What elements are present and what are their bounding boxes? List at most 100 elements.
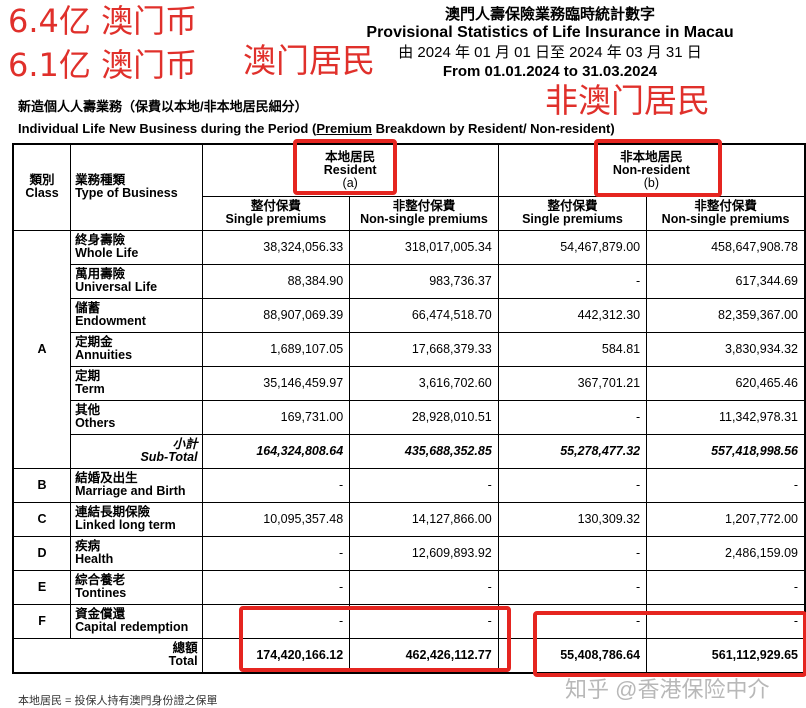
type-cell: 儲蓄 Endowment — [70, 297, 203, 333]
annotation-resident-total: 6.4亿 澳门币 — [8, 2, 198, 40]
type-cell: 疾病 Health — [70, 535, 203, 571]
table-row: 萬用壽險 Universal Life 88,384.90 983,736.37-61… — [13, 263, 806, 299]
value-cell: 54,467,879.00 — [497, 229, 648, 265]
value-cell: 17,668,379.33 — [349, 331, 499, 367]
total-row: 總額 Total 174,420,166.12 462,426,112.77 55,40… — [12, 637, 806, 673]
value-cell: 584.81 — [497, 331, 648, 367]
value-cell: 55,278,477.32 — [497, 433, 648, 469]
watermark: 知乎 @香港保险中介 — [565, 677, 770, 702]
highlight-box-resident — [293, 139, 397, 195]
value-cell: 88,384.90 — [201, 263, 351, 299]
value-cell: 82,359,367.00 — [646, 297, 806, 333]
table-row: E 綜合養老 Tontines - - - - — [12, 569, 806, 605]
type-cell: 終身壽險 Whole Life — [70, 229, 203, 265]
value-cell: 130,309.32 — [497, 501, 648, 537]
value-cell: 442,312.30 — [497, 297, 648, 333]
subtotal-row: 小計 Sub-Total 164,324,808.64 435,688,352.85 5… — [13, 433, 806, 469]
value-cell: 88,907,069.39 — [201, 297, 351, 333]
value-cell: 11,342,978.31 — [646, 399, 806, 435]
highlight-box-resident-total — [239, 606, 511, 672]
footnote: 本地居民 = 投保人持有澳門身份證之保單 — [18, 695, 218, 707]
value-cell: - — [497, 399, 648, 435]
value-cell: 10,095,357.48 — [201, 501, 351, 537]
period-en: From 01.01.2024 to 31.03.2024 — [442, 63, 658, 80]
value-cell: 435,688,352.85 — [349, 433, 499, 469]
value-cell: 318,017,005.34 — [349, 229, 499, 265]
value-cell: 1,207,772.00 — [646, 501, 806, 537]
nonsingle-header: 非整付保費 Non-single premiums — [646, 195, 806, 231]
type-cell: 資金償還 Capital redemption — [70, 603, 203, 639]
type-cell: 定期 Term — [70, 365, 203, 401]
table-row: C 連結長期保險 Linked long term 10,095,357.48 14,1… — [12, 501, 806, 537]
value-cell: - — [349, 467, 499, 503]
title-zh: 澳門人壽保險業務臨時統計數字 — [444, 6, 656, 23]
table-row: 定期 Term 35,146,459.97 3,616,702.60 367,701.2… — [13, 365, 806, 401]
annotation-resident: 澳门居民 — [243, 41, 375, 80]
highlight-box-nonresident — [594, 139, 722, 197]
value-cell: 462,426,112.77 — [349, 637, 499, 673]
value-cell: 2,486,159.09 — [646, 535, 806, 571]
type-cell: 結婚及出生 Marriage and Birth — [70, 467, 203, 503]
type-cell: 小計 Sub-Total — [70, 433, 203, 469]
class-cell: E — [12, 569, 72, 605]
highlight-box-nonresident-total — [533, 611, 806, 677]
value-cell: 28,928,010.51 — [349, 399, 499, 435]
value-cell: 617,344.69 — [646, 263, 806, 299]
value-cell: 983,736.37 — [349, 263, 499, 299]
class-cell: C — [12, 501, 72, 537]
type-cell: 萬用壽險 Universal Life — [70, 263, 203, 299]
period-zh: 由 2024 年 01 月 01 日至 2024 年 03 月 31 日 — [398, 44, 702, 61]
table-row: D 疾病 Health -12,609,893.92-2,486,159.09 — [12, 535, 806, 571]
value-cell: - — [646, 467, 806, 503]
single-header: 整付保費 Single premiums — [201, 195, 351, 231]
subtitle-en: Individual Life New Business during the … — [18, 121, 615, 136]
value-cell: 35,146,459.97 — [201, 365, 351, 401]
class-cell: B — [12, 467, 72, 503]
value-cell: - — [497, 569, 648, 605]
value-cell: - — [497, 263, 648, 299]
value-cell: - — [201, 535, 351, 571]
resident-header: 本地居民 Resident (a) — [201, 143, 499, 197]
type-cell: 其他 Others — [70, 399, 203, 435]
value-cell: 14,127,866.00 — [349, 501, 499, 537]
value-cell: 169,731.00 — [201, 399, 351, 435]
type-header: 業務種類 Type of Business — [70, 143, 203, 231]
annotation-nonresident: 非澳门居民 — [545, 81, 710, 120]
single-header: 整付保費 Single premiums — [497, 195, 648, 231]
class-cell: D — [12, 535, 72, 571]
table-row: A 終身壽險 Whole Life 38,324,056.33 318,017,005.… — [12, 229, 806, 469]
value-cell: - — [646, 603, 806, 639]
value-cell: - — [497, 535, 648, 571]
value-cell: 561,112,929.65 — [646, 637, 806, 673]
table-row: 其他 Others 169,731.00 28,928,010.51-11,342,9… — [13, 399, 806, 435]
value-cell: 3,830,934.32 — [646, 331, 806, 367]
value-cell: 3,616,702.60 — [349, 365, 499, 401]
type-cell: 定期金 Annuities — [70, 331, 203, 367]
value-cell: 1,689,107.05 — [201, 331, 351, 367]
value-cell: - — [646, 569, 806, 605]
value-cell: - — [349, 569, 499, 605]
value-cell: 164,324,808.64 — [201, 433, 351, 469]
value-cell: 620,465.46 — [646, 365, 806, 401]
value-cell: - — [201, 467, 351, 503]
value-cell: 557,418,998.56 — [646, 433, 806, 469]
class-header: 類別 Class — [12, 143, 72, 231]
subtitle-zh: 新造個人人壽業務（保費以本地/非本地居民細分） — [18, 99, 308, 114]
value-cell: 174,420,166.12 — [201, 637, 351, 673]
value-cell: 38,324,056.33 — [201, 229, 351, 265]
value-cell: 66,474,518.70 — [349, 297, 499, 333]
table-row: B 結婚及出生 Marriage and Birth - - - - — [12, 467, 806, 503]
table-row: 儲蓄 Endowment 88,907,069.39 66,474,518.70 442… — [13, 297, 806, 333]
value-cell: 12,609,893.92 — [349, 535, 499, 571]
row-label: 總額 Total — [12, 637, 203, 673]
value-cell: 55,408,786.64 — [497, 637, 648, 673]
table-row: 定期金 Annuities 1,689,107.05 17,668,379.33 584… — [13, 331, 806, 367]
type-cell: 連結長期保險 Linked long term — [70, 501, 203, 537]
value-cell: 458,647,908.78 — [646, 229, 806, 265]
value-cell: - — [497, 603, 648, 639]
value-cell: - — [497, 467, 648, 503]
premium-table: 類別 Class 業務種類 Type of Business 本地居民 Residen… — [12, 143, 806, 674]
class-cell: F — [12, 603, 72, 639]
value-cell: - — [201, 569, 351, 605]
value-cell: 367,701.21 — [497, 365, 648, 401]
